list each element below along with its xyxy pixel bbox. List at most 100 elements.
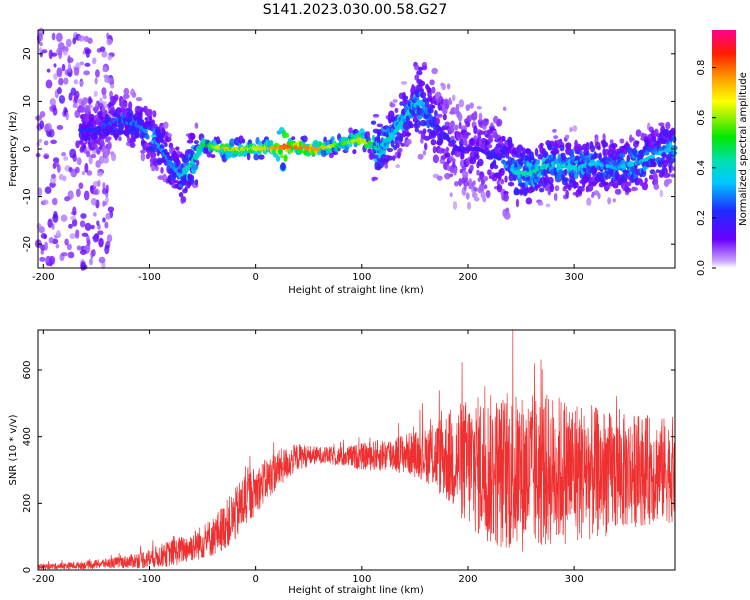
colorbar-tick-label: 0.8 (696, 60, 707, 76)
spectrogram-cell (102, 156, 110, 164)
spectrogram-cell (91, 249, 96, 257)
spectrogram-cell (434, 110, 438, 117)
spectrogram-cell (50, 139, 57, 144)
spectrogram-cell (665, 121, 671, 130)
spectrogram-cell (98, 155, 105, 164)
spectrogram-cell (486, 144, 493, 149)
spectrogram-cell (534, 147, 539, 157)
spectrogram-cell (631, 186, 639, 192)
spectrogram-cell (461, 165, 467, 172)
spectrogram-cell (152, 110, 157, 118)
spectrogram-cell (659, 189, 664, 198)
spectrogram-cell (97, 230, 104, 235)
spectrogram-cell (392, 155, 396, 161)
spectrogram-cell (65, 111, 69, 121)
spectrogram-cell (79, 61, 85, 66)
spectrogram-cell (451, 139, 457, 145)
spectrogram-cell (75, 229, 80, 239)
spectrogram-cell (384, 163, 389, 169)
spectrogram-cell (503, 193, 509, 202)
spectrogram-cell (648, 174, 654, 180)
spectrogram-cell (48, 49, 53, 60)
spectrogram-cell (82, 264, 88, 270)
spectrogram-cell (593, 167, 598, 174)
spectrogram-cell (515, 151, 523, 158)
spectrogram-cell (496, 118, 503, 127)
spectrogram-cell (55, 243, 60, 249)
spectrogram-cell (283, 154, 288, 162)
spectrogram-cell (194, 179, 199, 186)
spectrogram-cell (427, 128, 432, 133)
spectrogram-cell (449, 173, 454, 178)
spectrogram-cell (73, 67, 80, 76)
spectrogram-cell (370, 120, 377, 125)
spectrogram-cell (431, 86, 436, 94)
spectrogram-cell (58, 173, 64, 181)
spectrogram-cell (626, 154, 631, 162)
spectrogram-y-tick-label: 0 (22, 146, 33, 152)
spectrogram-cell (371, 176, 379, 181)
spectrogram-cell (50, 52, 58, 57)
spectrogram-cell (452, 201, 458, 210)
spectrogram-cell (65, 38, 72, 48)
spectrogram-cell (89, 258, 93, 266)
spectrogram-cell (573, 181, 579, 189)
spectrogram-cell (193, 140, 199, 145)
spectrogram-cell (66, 243, 72, 251)
spectrogram-cell (485, 190, 491, 198)
spectrogram-cell (53, 210, 58, 219)
spectrogram-cell (103, 74, 109, 79)
spectrogram-cell (50, 176, 57, 184)
spectrogram-cell (39, 256, 46, 262)
spectrogram-cell (525, 197, 533, 205)
spectrogram-cell (284, 132, 290, 138)
spectrogram-cell (416, 70, 423, 76)
spectrogram-cell (651, 160, 657, 168)
spectrogram-y-tick-label: -20 (22, 236, 33, 252)
spectrogram-cell (73, 79, 79, 85)
spectrogram-cell (387, 155, 394, 161)
spectrogram-cell (111, 152, 117, 162)
spectrogram-cell (653, 183, 660, 190)
spectrogram-cell (386, 147, 394, 153)
spectrogram-cell (537, 201, 544, 206)
colorbar: 0.0 0.2 0.4 0.6 0.8 Normalized spectral ampl… (696, 30, 749, 276)
spectrogram-cell (449, 192, 453, 198)
spectrogram-cell (279, 154, 284, 159)
spectrogram-cell (122, 93, 130, 99)
spectrogram-cell (74, 166, 80, 174)
spectrogram-cell (108, 117, 112, 122)
spectrogram-cell (53, 63, 57, 68)
spectrogram-cell (597, 192, 601, 200)
spectrogram-cell (96, 220, 100, 226)
spectrogram-cell (465, 192, 470, 200)
spectrogram-cell (55, 32, 63, 43)
spectrogram-cell (277, 148, 284, 156)
spectrogram-cell (434, 117, 441, 126)
spectrogram-cell (105, 136, 112, 141)
spectrogram-cell (618, 152, 626, 158)
spectrogram-cell (107, 141, 112, 150)
spectrogram-cell (89, 113, 95, 121)
spectrogram-cell (105, 184, 109, 194)
snr-x-tick-label: 300 (565, 574, 584, 585)
spectrogram-cell (80, 213, 87, 219)
colorbar-label: Normalized spectral amplitude (738, 72, 749, 226)
spectrogram-cell (493, 164, 499, 169)
spectrogram-cell (43, 140, 49, 146)
spectrogram-cell (102, 66, 108, 73)
spectrogram-cell (469, 157, 477, 165)
spectrogram-cell (451, 94, 456, 102)
spectrogram-cell (554, 148, 560, 155)
spectrogram-cell (453, 166, 457, 176)
spectrogram-cell (79, 138, 84, 146)
spectrogram-cell (113, 134, 119, 139)
spectrogram-cell (258, 140, 262, 147)
snr-x-tick-label: 200 (458, 574, 477, 585)
spectrogram-cell (52, 107, 58, 116)
spectrogram-cell (420, 91, 427, 99)
spectrogram-cell (92, 57, 97, 65)
spectrogram-cell (144, 117, 149, 122)
spectrogram-cell (60, 214, 68, 222)
